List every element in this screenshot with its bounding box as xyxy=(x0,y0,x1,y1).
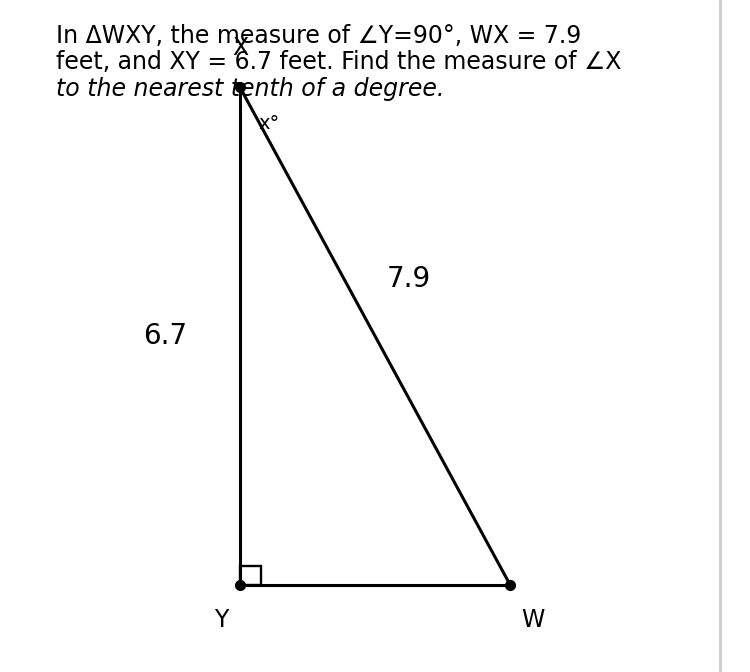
Text: feet, and XY = 6.7 feet. Find the measure of ∠X: feet, and XY = 6.7 feet. Find the measur… xyxy=(56,50,622,75)
Text: to the nearest tenth of a degree.: to the nearest tenth of a degree. xyxy=(56,77,445,101)
Text: x°: x° xyxy=(259,114,280,133)
Bar xyxy=(240,566,261,585)
Text: X: X xyxy=(232,36,248,60)
Text: 7.9: 7.9 xyxy=(387,265,430,293)
Text: Y: Y xyxy=(214,608,229,632)
Text: W: W xyxy=(521,608,544,632)
Text: In ΔWXY, the measure of ∠Y=90°, WX = 7.9: In ΔWXY, the measure of ∠Y=90°, WX = 7.9 xyxy=(56,24,581,48)
Text: 6.7: 6.7 xyxy=(143,322,187,350)
